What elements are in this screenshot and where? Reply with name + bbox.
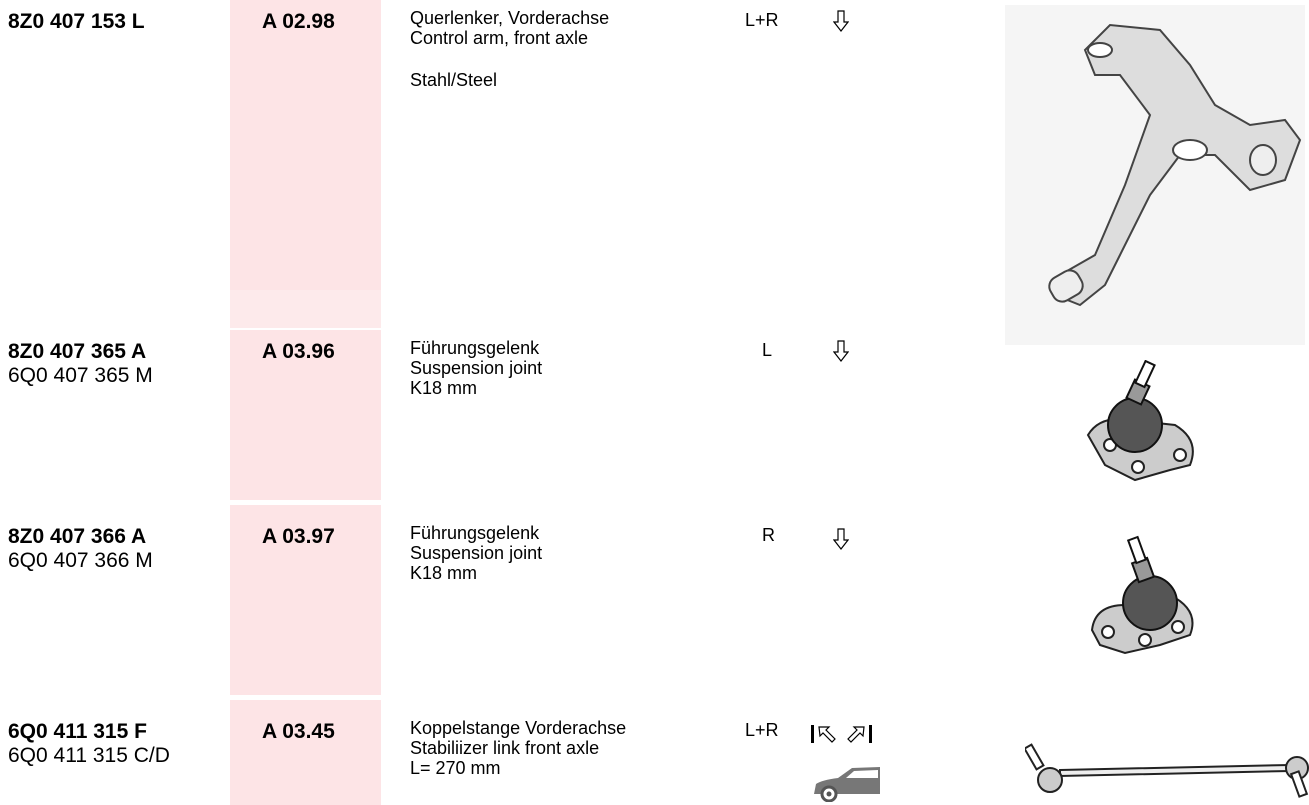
code: A 03.45	[262, 720, 335, 743]
control-arm-image	[1005, 5, 1305, 345]
side: L	[762, 340, 773, 360]
part-number: 8Z0 407 365 A	[8, 340, 147, 363]
side: L+R	[745, 720, 779, 740]
stabilizer-link-image	[1025, 743, 1309, 798]
code-column-band	[230, 330, 381, 500]
side: R	[762, 525, 775, 545]
down-arrow-icon	[833, 340, 849, 362]
down-arrow-icon	[833, 10, 849, 32]
outward-arrows-icon	[811, 725, 872, 743]
description-line: Querlenker, Vorderachse	[410, 8, 610, 28]
code-column-band	[230, 505, 381, 695]
car-front-axle-icon	[814, 767, 880, 802]
code-column-band	[230, 700, 381, 805]
part-number: 6Q0 411 315 F	[8, 720, 147, 743]
description-line: Führungsgelenk	[410, 338, 540, 358]
description-line: Führungsgelenk	[410, 523, 540, 543]
code: A 03.97	[262, 525, 335, 548]
description-line: Control arm, front axle	[410, 28, 589, 48]
code-column-band	[230, 290, 381, 328]
description-line: K18 mm	[410, 563, 478, 583]
ball-joint-image	[1090, 535, 1194, 655]
side: L+R	[745, 10, 779, 30]
ball-joint-image	[1086, 360, 1194, 482]
description-line: Suspension joint	[410, 358, 543, 378]
description-line: Stabiliizer link front axle	[410, 738, 600, 758]
part-number: 8Z0 407 153 L	[8, 10, 145, 33]
description-line: Koppelstange Vorderachse	[410, 718, 627, 738]
description-line: Stahl/Steel	[410, 70, 498, 90]
part-number: 6Q0 407 365 M	[8, 364, 153, 387]
part-number: 6Q0 411 315 C/D	[8, 744, 170, 767]
code: A 02.98	[262, 10, 335, 33]
description-line: K18 mm	[410, 378, 478, 398]
code-column-band	[230, 0, 381, 290]
description-line: Suspension joint	[410, 543, 543, 563]
code: A 03.96	[262, 340, 335, 363]
part-number: 8Z0 407 366 A	[8, 525, 147, 548]
description-line: L= 270 mm	[410, 758, 501, 778]
part-number: 6Q0 407 366 M	[8, 549, 153, 572]
down-arrow-icon	[833, 528, 849, 550]
